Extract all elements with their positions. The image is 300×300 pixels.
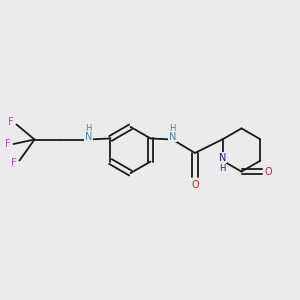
Text: F: F [11, 158, 17, 168]
Text: H: H [169, 124, 176, 133]
Text: N: N [85, 131, 92, 142]
Text: O: O [191, 180, 199, 190]
Text: N: N [169, 131, 176, 142]
Text: N: N [219, 153, 226, 163]
Text: F: F [5, 139, 10, 149]
Text: O: O [265, 167, 272, 177]
Text: F: F [8, 117, 14, 127]
Text: H: H [220, 164, 226, 173]
Text: H: H [85, 124, 92, 133]
